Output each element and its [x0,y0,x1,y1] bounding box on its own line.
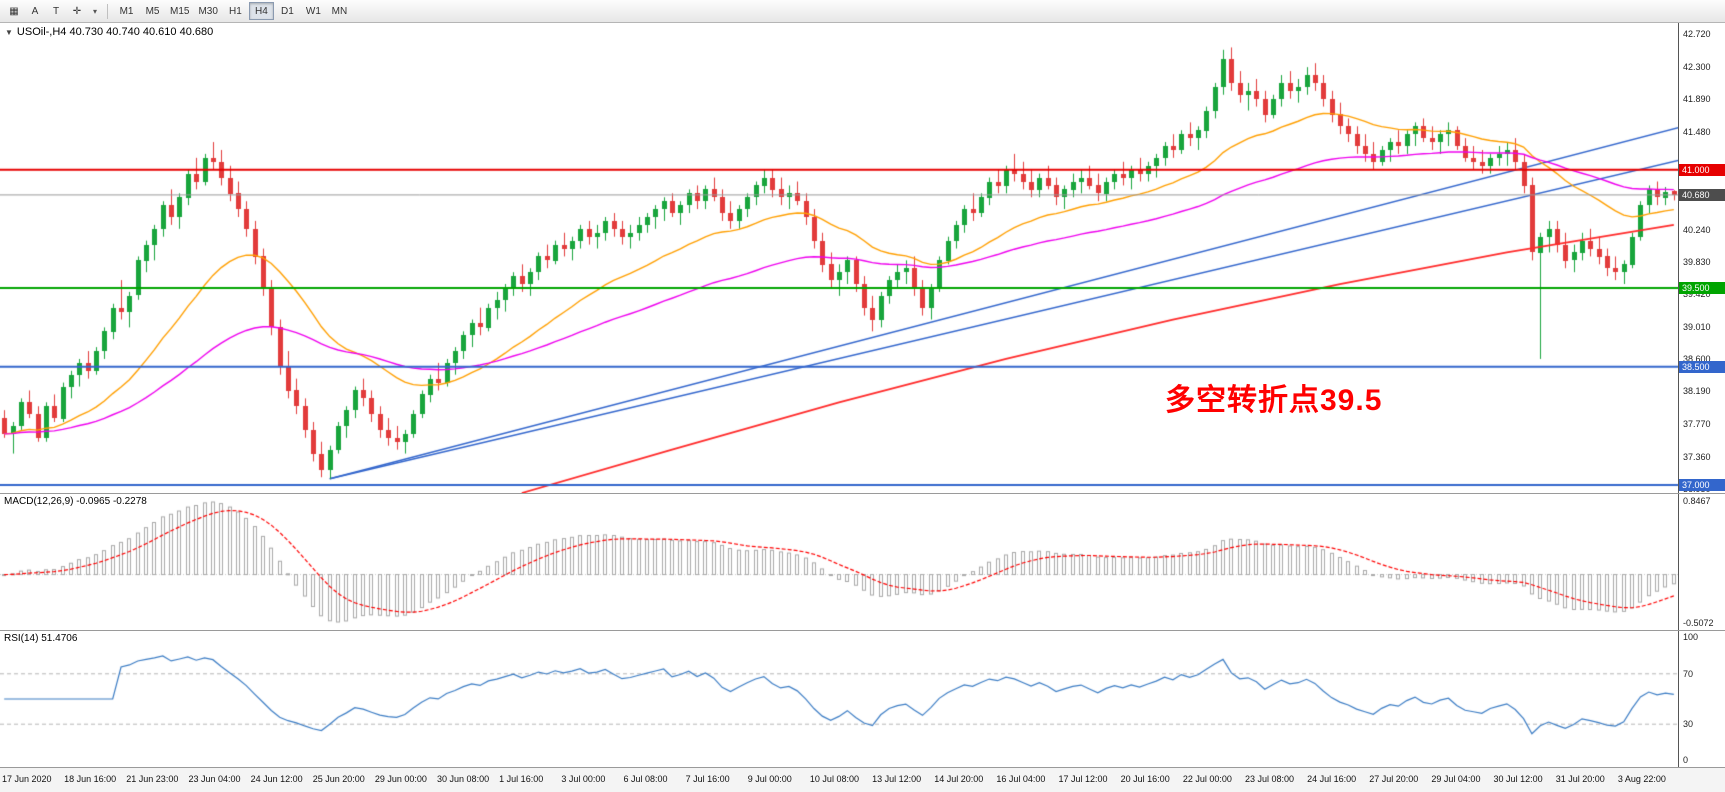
time-tick-label: 27 Jul 20:00 [1369,774,1419,784]
timeframe-MN[interactable]: MN [331,5,348,17]
time-tick-label: 3 Jul 00:00 [561,774,606,784]
timeframe-H1[interactable]: H1 [229,5,242,17]
bid-price-label: 40.680 [1679,188,1725,201]
crosshair-tool-icon[interactable]: ✛ [72,5,82,17]
price-tick-label: 41.480 [1683,126,1711,137]
macd-label: MACD(12,26,9) -0.0965 -0.2278 [4,496,147,507]
toolbar-separator [107,3,109,19]
time-tick-label: 24 Jun 12:00 [250,774,303,784]
rsi-axis[interactable]: 100 70 30 0 [1678,631,1725,767]
timeframe-D1[interactable]: D1 [281,5,294,17]
price-tick-label: 39.420 [1683,289,1711,300]
time-tick-label: 14 Jul 20:00 [934,774,984,784]
time-tick-label: 1 Jul 16:00 [499,774,544,784]
price-tick-label: 42.720 [1683,29,1711,40]
time-tick-label: 31 Jul 20:00 [1555,774,1605,784]
time-tick-label: 3 Aug 22:00 [1617,774,1666,784]
time-tick-label: 6 Jul 08:00 [623,774,668,784]
price-tick-label: 37.770 [1683,419,1711,430]
time-tick-label: 17 Jun 2020 [2,774,52,784]
text-tool-icon[interactable]: T [52,5,60,17]
time-tick-label: 23 Jul 08:00 [1244,774,1294,784]
timeframe-M15[interactable]: M15 [170,5,190,17]
price-tick-label: 37.360 [1683,451,1711,462]
price-tick-label: 40.240 [1683,224,1711,235]
main-chart-canvas[interactable] [0,23,1678,493]
time-tick-label: 25 Jun 20:00 [312,774,365,784]
rsi-axis-label: 100 [1683,632,1699,642]
rsi-axis-label: 30 [1683,719,1694,730]
time-axis[interactable]: 17 Jun 2020 18 Jun 16:00 21 Jun 23:00 23 Ju… [0,768,1725,792]
timeframe-M1[interactable]: M1 [119,5,134,17]
timeframe-W1[interactable]: W1 [305,5,321,17]
panel-splitter[interactable] [0,767,1725,768]
dropdown-caret-icon[interactable]: ▾ [93,6,98,16]
hline-price-label: 39.500 [1679,281,1725,294]
hline-price-label: 38.500 [1679,360,1725,373]
rsi-axis-label: 0 [1683,755,1689,765]
macd-axis-bottom: -0.5072 [1683,618,1714,628]
time-tick-label: 10 Jul 08:00 [809,774,859,784]
main-chart-panel: ▼ USOil-,H4 40.730 40.740 40.610 40.680 … [0,23,1678,493]
one-click-trading-toggle-icon[interactable]: ▼ [5,27,13,37]
price-tick-label: 42.300 [1683,62,1711,73]
time-tick-label: 20 Jul 16:00 [1120,774,1170,784]
time-tick-label: 21 Jun 23:00 [126,774,179,784]
price-axis[interactable]: 42.720 42.300 41.890 41.480 40.240 39.830 39.4… [1678,23,1725,494]
tile-windows-icon[interactable]: ▦ [9,5,19,17]
cursor-tool-icon[interactable]: A [31,5,39,17]
time-tick-label: 9 Jul 00:00 [747,774,792,784]
toolbar-icon-group: ▦ A T ✛ ▾ [4,2,101,20]
rsi-axis-label: 70 [1683,668,1694,679]
symbol-ohlc-text: USOil-,H4 40.730 40.740 40.610 40.680 [16,26,214,38]
price-tick-label: 39.010 [1683,321,1711,332]
price-tick-label: 38.600 [1683,353,1711,364]
macd-axis-top: 0.8467 [1683,496,1711,506]
time-tick-label: 17 Jul 12:00 [1058,774,1108,784]
hline-price-label: 41.000 [1679,163,1725,176]
time-tick-label: 13 Jul 12:00 [872,774,922,784]
time-tick-label: 29 Jun 00:00 [374,774,427,784]
time-tick-label: 23 Jun 04:00 [188,774,241,784]
time-tick-label: 22 Jul 00:00 [1182,774,1232,784]
timeframe-M30[interactable]: M30 [198,5,218,17]
macd-axis[interactable]: 0.8467 -0.5072 [1678,494,1725,630]
price-tick-label: 41.890 [1683,94,1711,105]
macd-panel: MACD(12,26,9) -0.0965 -0.2278 [0,494,1678,630]
time-tick-label: 18 Jun 16:00 [64,774,117,784]
chart-annotation-text: 多空转折点39.5 [1165,384,1383,417]
rsi-panel: RSI(14) 51.4706 [0,631,1678,767]
price-tick-label: 38.190 [1683,386,1711,397]
timeframe-M5[interactable]: M5 [145,5,160,17]
timeframe-H4[interactable]: H4 [248,2,274,20]
hline-price-label: 37.000 [1679,479,1725,492]
toolbar: ▦ A T ✛ ▾ M1 M5 M15 M30 H1 H4 D1 W1 MN [0,0,1725,23]
macd-canvas[interactable] [0,494,1678,630]
panel-splitter[interactable] [0,630,1725,631]
chart-window: ▼ USOil-,H4 40.730 40.740 40.610 40.680 … [0,23,1725,792]
price-tick-label: 39.830 [1683,256,1711,267]
timeframe-buttons: M1 M5 M15 M30 H1 H4 D1 W1 MN [114,2,352,20]
rsi-label: RSI(14) 51.4706 [4,633,78,644]
rsi-canvas[interactable] [0,631,1678,767]
symbol-header: ▼ USOil-,H4 40.730 40.740 40.610 40.680 [5,26,213,38]
time-tick-label: 30 Jul 12:00 [1493,774,1543,784]
time-tick-label: 24 Jul 16:00 [1307,774,1357,784]
time-tick-label: 16 Jul 04:00 [996,774,1046,784]
panel-splitter[interactable] [0,493,1725,494]
time-tick-label: 30 Jun 08:00 [437,774,490,784]
time-tick-label: 29 Jul 04:00 [1431,774,1481,784]
time-tick-label: 7 Jul 16:00 [685,774,730,784]
